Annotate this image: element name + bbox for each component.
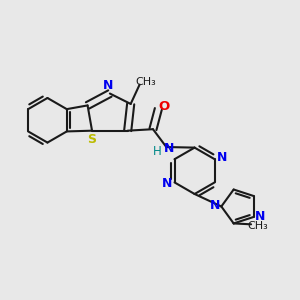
Text: N: N (103, 79, 114, 92)
Text: N: N (162, 177, 172, 190)
Text: N: N (164, 142, 175, 155)
Text: N: N (217, 151, 227, 164)
Text: N: N (255, 210, 265, 223)
Text: O: O (159, 100, 170, 113)
Text: H: H (153, 145, 162, 158)
Text: N: N (210, 199, 220, 212)
Text: CH₃: CH₃ (136, 76, 157, 87)
Text: CH₃: CH₃ (247, 221, 268, 231)
Text: S: S (88, 133, 97, 146)
